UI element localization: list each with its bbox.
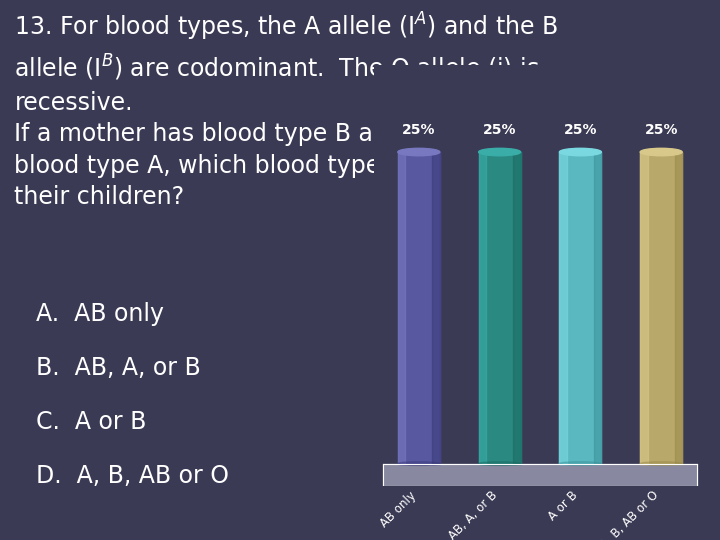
Ellipse shape xyxy=(479,148,521,156)
Text: 13. For blood types, the A allele (I$^A$) and the B
allele (I$^B$) are codominan: 13. For blood types, the A allele (I$^A$… xyxy=(14,11,583,210)
Ellipse shape xyxy=(559,148,601,156)
Bar xyxy=(640,152,648,463)
Bar xyxy=(479,152,521,463)
Text: D.  A, B, AB or O: D. A, B, AB or O xyxy=(36,464,229,488)
Bar xyxy=(559,152,567,463)
Text: 25%: 25% xyxy=(564,123,597,137)
Ellipse shape xyxy=(479,462,521,465)
Text: A.  AB only: A. AB only xyxy=(36,302,164,326)
Ellipse shape xyxy=(398,148,440,156)
Bar xyxy=(398,152,405,463)
Bar xyxy=(675,152,682,463)
Bar xyxy=(432,152,440,463)
Text: 25%: 25% xyxy=(644,123,678,137)
Ellipse shape xyxy=(640,148,682,156)
Ellipse shape xyxy=(559,462,601,465)
Bar xyxy=(479,152,486,463)
Ellipse shape xyxy=(398,462,440,465)
Text: 25%: 25% xyxy=(402,123,436,137)
Bar xyxy=(398,152,440,463)
Text: C.  A or B: C. A or B xyxy=(36,410,146,434)
Bar xyxy=(513,152,521,463)
Text: 25%: 25% xyxy=(483,123,516,137)
Bar xyxy=(559,152,601,463)
Bar xyxy=(594,152,601,463)
Bar xyxy=(640,152,682,463)
Ellipse shape xyxy=(640,462,682,465)
Bar xyxy=(383,463,697,486)
Text: B.  AB, A, or B: B. AB, A, or B xyxy=(36,356,201,380)
